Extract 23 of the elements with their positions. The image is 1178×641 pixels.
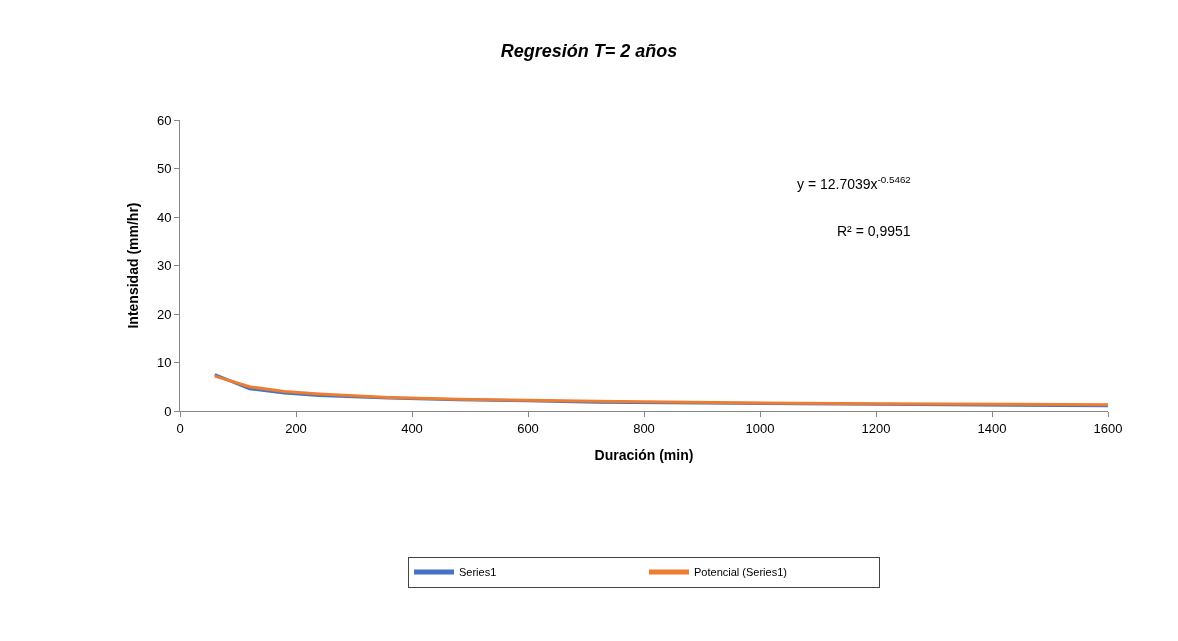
x-tick-label: 0	[176, 420, 184, 436]
x-tick-label: 1400	[977, 420, 1007, 436]
chart-title: Regresión T= 2 años	[500, 41, 678, 62]
y-tick-label: 20	[156, 306, 172, 322]
y-tick-label: 60	[156, 112, 172, 128]
x-tick-label: 1000	[745, 420, 775, 436]
legend-label: Series1	[459, 566, 497, 579]
x-axis-title: Duración (min)	[594, 446, 694, 463]
y-tick-label: 40	[156, 209, 172, 225]
y-tick-label: 10	[156, 355, 172, 371]
y-axis-title: Intensidad (mm/hr)	[124, 202, 141, 329]
x-tick-label: 800	[633, 420, 655, 436]
x-tick-label: 600	[517, 420, 539, 436]
annotation: R² = 0,9951	[837, 223, 911, 239]
y-tick-label: 30	[156, 258, 172, 274]
x-tick-label: 200	[285, 420, 307, 436]
x-tick-label: 1200	[861, 420, 891, 436]
legend-label: Potencial (Series1)	[694, 566, 787, 579]
x-tick-label: 400	[401, 420, 423, 436]
annotation: y = 12.7039x$^{-0.5462}$	[797, 174, 911, 192]
y-tick-label: 50	[156, 161, 172, 177]
x-tick-label: 1600	[1093, 420, 1123, 436]
y-tick-label: 0	[164, 403, 172, 419]
